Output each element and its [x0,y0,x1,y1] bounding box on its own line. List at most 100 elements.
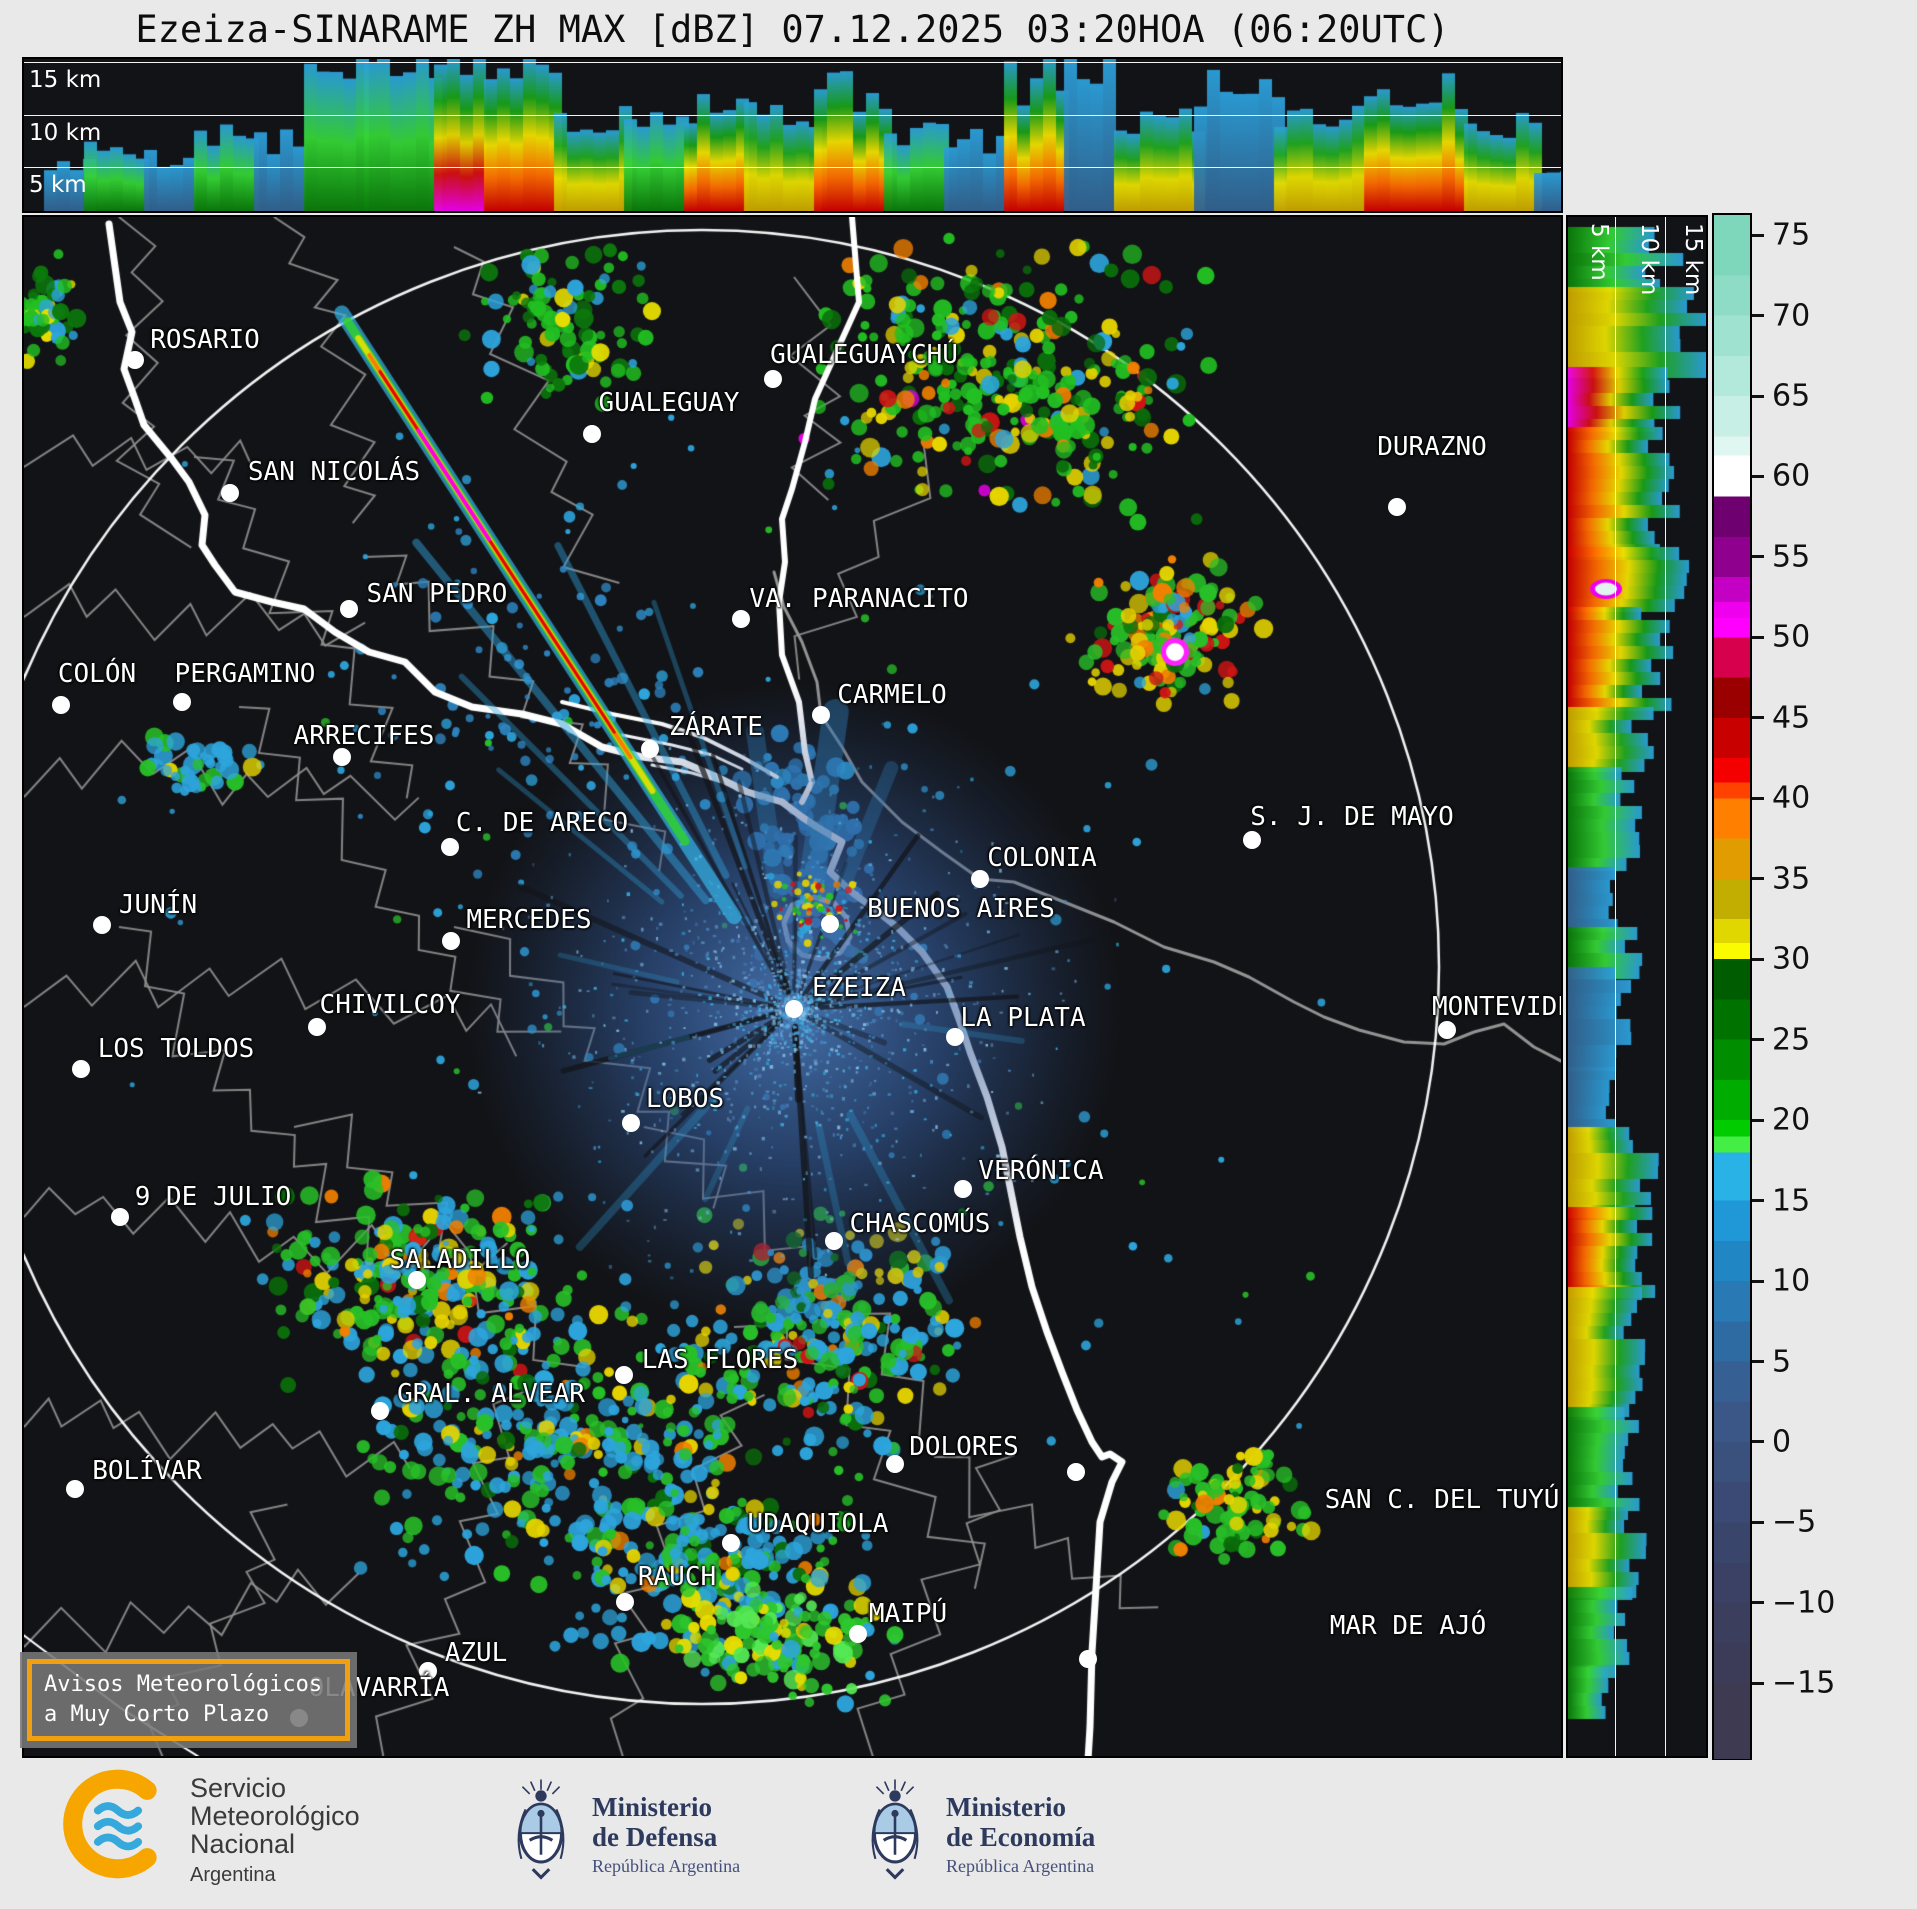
colorbar-tick [1752,314,1764,318]
top-panel-10km-line [24,115,1561,116]
city-dot [52,696,70,714]
city-dot [764,370,782,388]
smn-line-2: Meteorológico [190,1801,360,1831]
top-cross-section-canvas [24,59,1561,211]
colorbar-tick-label: 75 [1772,217,1811,253]
city-dot [1438,1021,1456,1039]
colorbar-tick [1752,1601,1764,1605]
city-label: VA. PARANACITO [749,584,969,614]
city-dot [1079,1650,1097,1668]
colorbar-tick [1752,1360,1764,1364]
top-panel-5km-line [24,167,1561,168]
colorbar-tick-label: 15 [1772,1183,1811,1219]
smn-line-3: Nacional [190,1829,296,1859]
defensa-name-2: de Defensa [592,1822,718,1852]
city-dot [221,484,239,502]
warning-banner[interactable]: Avisos Meteorológicos a Muy Corto Plazo [20,1652,357,1748]
right-panel-5km-line [1615,217,1616,1756]
city-label: JUNÍN [118,890,198,920]
city-dot [126,351,144,369]
city-dot [954,1180,972,1198]
defensa-name-1: Ministerio [592,1792,712,1822]
city-label: CARMELO [837,680,947,710]
city-label: EZEIZA [812,973,906,1003]
city-dot [408,1271,426,1289]
city-label: MAR DE AJÓ [1329,1611,1487,1641]
city-dot [1388,498,1406,516]
city-dot [93,916,111,934]
city-label: LA PLATA [960,1003,1086,1033]
city-layer: ROSARIO GUALEGUAYCHÚ GUALEGUAY SAN NICOLÁS D… [24,217,1561,1756]
city-dot [615,1366,633,1384]
colorbar-tick [1752,1038,1764,1042]
colorbar-tick-label: 70 [1772,298,1811,334]
city-label: S. J. DE MAYO [1250,802,1454,832]
city-dot [1067,1463,1085,1481]
top-panel-label-10km: 10 km [29,120,102,146]
city-label: GUALEGUAY [598,388,740,418]
city-label: SAN NICOLÁS [247,457,421,487]
city-dot [583,425,601,443]
radar-map-canvas [24,217,1561,1756]
colorbar-tick [1752,1199,1764,1203]
colorbar-tick-label: 60 [1772,458,1811,494]
colorbar-tick [1752,1520,1764,1524]
colorbar-tick [1752,1440,1764,1444]
city-dot [812,706,830,724]
city-dot [66,1480,84,1498]
city-label: COLONIA [987,843,1097,873]
warning-banner-frame: Avisos Meteorológicos a Muy Corto Plazo [27,1659,350,1741]
colorbar-tick-label: 40 [1772,780,1811,816]
radar-map-panel: ROSARIO GUALEGUAYCHÚ GUALEGUAY SAN NICOLÁS D… [22,215,1563,1758]
city-dot [442,932,460,950]
colorbar-tick-label: 50 [1772,619,1811,655]
colorbar-tick-label: 5 [1772,1344,1792,1380]
warning-line-1: Avisos Meteorológicos [44,1672,323,1697]
right-cross-section-canvas [1568,217,1706,1756]
colorbar-tick-label: 45 [1772,700,1811,736]
city-dot [641,740,659,758]
city-label: ARRECIFES [293,721,435,751]
economia-republica: República Argentina [946,1856,1095,1876]
colorbar-tick-label: 10 [1772,1263,1811,1299]
city-dot [825,1232,843,1250]
city-label: CHASCOMÚS [849,1209,991,1239]
city-dot [732,610,750,628]
colorbar-tick [1752,635,1764,639]
top-panel-label-15km: 15 km [29,67,102,93]
city-label: GUALEGUAYCHÚ [770,340,958,370]
city-dot [821,915,839,933]
top-panel-15km-line [24,62,1561,63]
city-label: VERÓNICA [978,1156,1104,1186]
dbz-colorbar: 75 70 65 60 55 50 45 40 35 30 25 20 15 10 5 0 −5 −10 −15 [1712,213,1917,1761]
warning-line-2: a Muy Corto Plazo [44,1702,270,1727]
city-label: SALADILLO [389,1245,531,1275]
colorbar-tick [1752,957,1764,961]
city-label: SAN C. DEL TUYÚ [1324,1485,1560,1515]
city-label: MAIPÚ [868,1599,948,1629]
right-panel-10km-line [1665,217,1666,1756]
city-label: BOLÍVAR [92,1456,202,1486]
city-label: MERCEDES [466,905,592,935]
city-dot [616,1593,634,1611]
smn-wordmark: Servicio Meteorológico Nacional Argentin… [190,1774,360,1889]
colorbar-tick [1752,716,1764,720]
city-dot [308,1018,326,1036]
city-dot [419,1662,437,1680]
city-dot [785,1000,803,1018]
city-label: AZUL [444,1638,508,1668]
defensa-coat-of-arms-icon [517,1779,565,1880]
footer: Servicio Meteorológico Nacional Argentin… [0,1760,1917,1909]
city-label: COLÓN [57,659,137,689]
colorbar-tick [1752,394,1764,398]
city-label: 9 DE JULIO [134,1182,292,1212]
colorbar-tick [1752,555,1764,559]
smn-line-1: Servicio [190,1773,287,1803]
city-label: RAUCH [637,1562,717,1592]
city-label: UDAQUIOLA [747,1509,889,1539]
city-label: LAS FLORES [641,1345,799,1375]
colorbar-tick-label: 0 [1772,1424,1792,1460]
city-label: DOLORES [909,1432,1019,1462]
ministerio-defensa-wordmark: Ministerio de Defensa República Argentin… [592,1792,740,1877]
top-cross-section-panel: 15 km 10 km 5 km [22,57,1563,213]
